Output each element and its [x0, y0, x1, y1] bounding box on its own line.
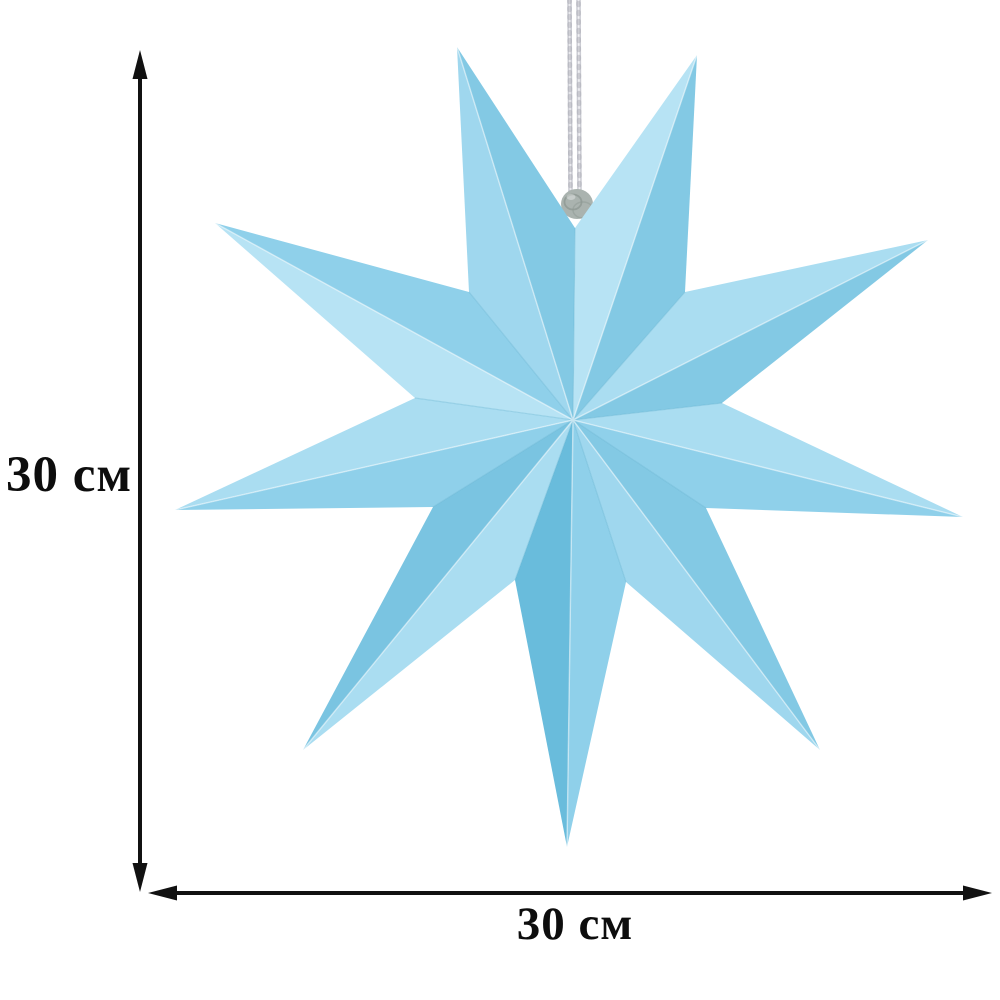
down-arrowhead-icon	[132, 863, 148, 892]
width-arrowheads	[148, 885, 992, 901]
right-arrowhead-icon	[963, 885, 992, 901]
hanging-cord	[503, 0, 653, 233]
cord-strand-left-twist	[567, 0, 573, 197]
bead-highlight	[566, 194, 576, 200]
paper-star	[174, 46, 964, 848]
star-point-3-face-light	[567, 420, 626, 847]
width-arrow	[148, 885, 992, 901]
ridge-highlights	[174, 46, 964, 848]
height-arrowheads	[132, 50, 148, 892]
width-dimension-label: 30 см	[516, 898, 634, 950]
star-point-5-face-light	[175, 398, 573, 510]
star-point-3-face-shaded	[515, 420, 573, 847]
height-dimension-label: 30 см	[5, 447, 133, 503]
up-arrowhead-icon	[132, 50, 148, 79]
star-point-1-face-light	[573, 403, 963, 517]
left-arrowhead-icon	[148, 885, 177, 901]
valley-fold-creases	[414, 227, 723, 583]
height-arrow	[132, 50, 148, 892]
